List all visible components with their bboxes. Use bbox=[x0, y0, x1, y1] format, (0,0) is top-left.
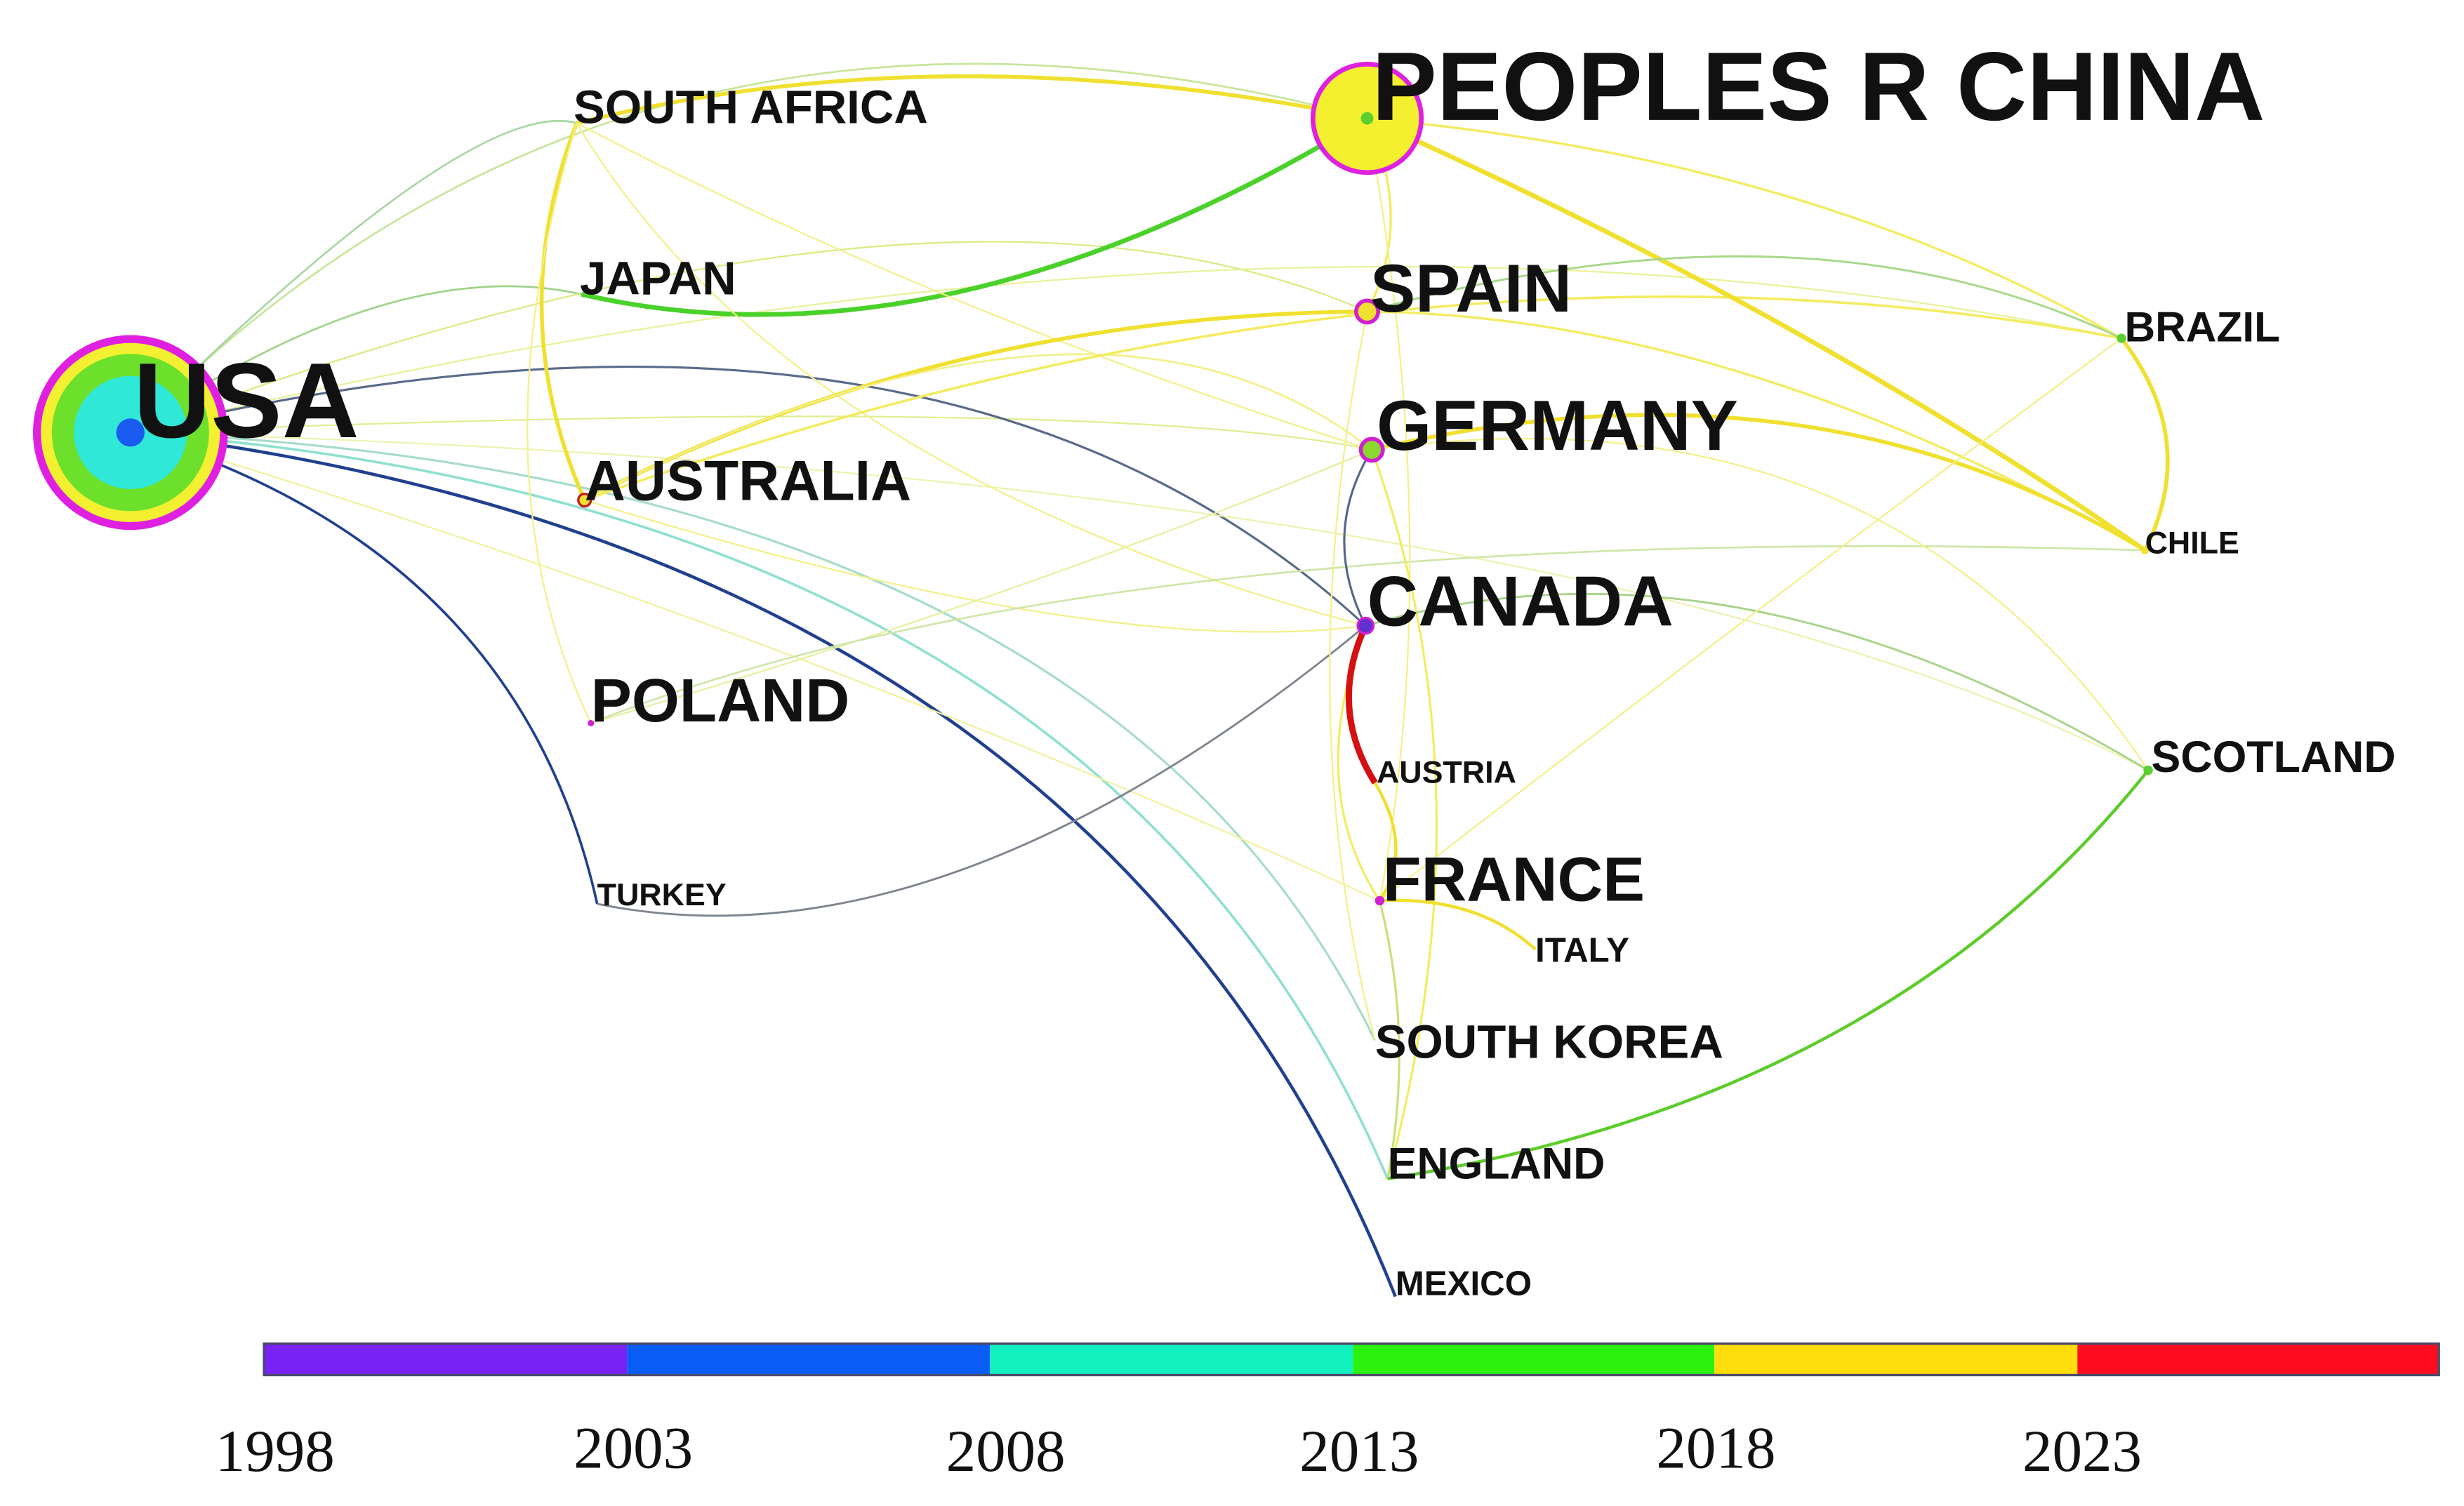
node-label: ENGLAND bbox=[1388, 1140, 1605, 1189]
edge bbox=[130, 432, 1380, 902]
edge bbox=[597, 625, 1367, 917]
edge bbox=[130, 241, 1367, 434]
node-label: CANADA bbox=[1367, 563, 1674, 641]
edge bbox=[130, 431, 1389, 1180]
legend-segment bbox=[2077, 1343, 2439, 1375]
legend-segment bbox=[627, 1343, 991, 1375]
edge bbox=[130, 432, 2149, 771]
node bbox=[577, 492, 592, 508]
edge bbox=[1379, 898, 1537, 951]
edge bbox=[130, 431, 1397, 1298]
edge bbox=[130, 415, 1372, 451]
edge bbox=[1366, 118, 1411, 901]
node bbox=[2143, 765, 2153, 775]
node-label: SCOTLAND bbox=[2152, 733, 2396, 782]
edge bbox=[130, 431, 599, 905]
edge bbox=[526, 123, 592, 724]
node bbox=[1358, 437, 1385, 463]
node-label: SOUTH KOREA bbox=[1375, 1015, 1723, 1068]
edge bbox=[1337, 625, 1381, 902]
legend-segment bbox=[1353, 1343, 1715, 1375]
legend-segment bbox=[264, 1343, 628, 1375]
edge bbox=[130, 366, 1367, 627]
node-label: CHILE bbox=[2145, 526, 2239, 561]
edge bbox=[1345, 624, 1378, 785]
node-label: SOUTH AFRICA bbox=[574, 81, 928, 133]
edge bbox=[1371, 413, 2147, 552]
edge bbox=[1343, 449, 1373, 627]
legend-segment bbox=[1714, 1343, 2078, 1375]
legend-year: 2008 bbox=[946, 1418, 1066, 1484]
node-label: POLAND bbox=[591, 666, 850, 735]
edge bbox=[576, 74, 1368, 126]
edge bbox=[581, 116, 1369, 317]
nodes bbox=[33, 62, 2153, 906]
legend-year: 2013 bbox=[1299, 1418, 1419, 1484]
edge bbox=[1329, 311, 1376, 1041]
edge bbox=[584, 353, 1373, 501]
edge bbox=[1367, 116, 2122, 340]
edge bbox=[590, 545, 2145, 724]
edge bbox=[576, 122, 1366, 627]
node-label: BRAZIL bbox=[2124, 303, 2280, 351]
node-label: USA bbox=[133, 341, 359, 460]
node-label: ITALY bbox=[1535, 931, 1629, 970]
node-label: AUSTRALIA bbox=[585, 450, 912, 513]
node-label: GERMANY bbox=[1377, 387, 1738, 465]
node-core bbox=[116, 418, 145, 447]
edge bbox=[539, 122, 587, 501]
edge bbox=[1365, 592, 2149, 771]
edge bbox=[576, 122, 1372, 451]
node-core bbox=[1360, 112, 1374, 125]
edge bbox=[130, 431, 1377, 1041]
edge bbox=[130, 265, 2122, 434]
edge bbox=[1367, 255, 2122, 340]
node-label: TURKEY bbox=[597, 877, 727, 912]
node-label: FRANCE bbox=[1383, 844, 1645, 914]
node bbox=[1375, 895, 1385, 906]
node bbox=[1356, 616, 1375, 635]
edge bbox=[1366, 116, 2147, 552]
node-label: MEXICO bbox=[1396, 1264, 1532, 1302]
edge bbox=[1373, 782, 1398, 902]
edge bbox=[1387, 769, 2150, 1180]
edge bbox=[584, 499, 1366, 633]
edge bbox=[1372, 437, 2149, 771]
edge bbox=[1379, 338, 2122, 902]
edges bbox=[129, 62, 2170, 1298]
node bbox=[2117, 333, 2126, 343]
node bbox=[588, 719, 595, 726]
node-label: JAPAN bbox=[580, 252, 736, 305]
node-label: AUSTRIA bbox=[1377, 755, 1516, 790]
legend-year: 2003 bbox=[574, 1415, 693, 1481]
edge bbox=[1378, 900, 1400, 1179]
legend-year: 1998 bbox=[216, 1418, 335, 1484]
legend-year: 2018 bbox=[1656, 1415, 1775, 1481]
legend-frame bbox=[263, 1342, 2440, 1377]
edge bbox=[2119, 337, 2170, 552]
edge bbox=[590, 448, 1372, 724]
node-label: PEOPLES R CHINA bbox=[1372, 32, 2265, 141]
edge bbox=[1367, 310, 2146, 552]
legend: 1998 2003 2008 2013 2018 2023 bbox=[216, 1342, 2440, 1484]
node-labels: USA PEOPLES R CHINA SOUTH AFRICA JAPAN A… bbox=[133, 32, 2395, 1302]
legend-year: 2023 bbox=[2022, 1418, 2142, 1484]
edge bbox=[129, 119, 577, 434]
node bbox=[1354, 298, 1380, 325]
node bbox=[2140, 546, 2150, 554]
edge bbox=[1370, 449, 1438, 1180]
legend-segment bbox=[990, 1343, 1353, 1375]
node-label: SPAIN bbox=[1370, 251, 1572, 326]
